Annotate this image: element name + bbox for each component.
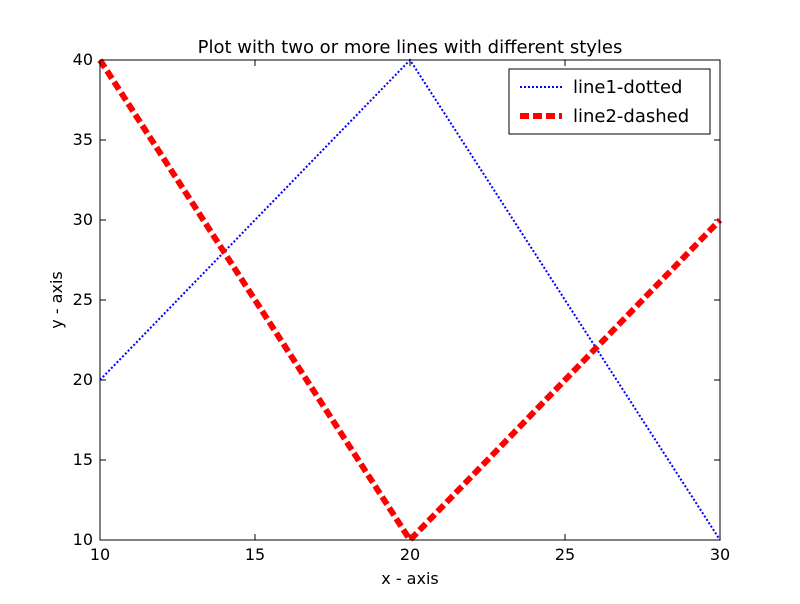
y-tick-label: 20 — [73, 370, 93, 389]
x-tick-label: 15 — [245, 545, 265, 564]
y-tick-label: 25 — [73, 290, 93, 309]
y-axis-label: y - axis — [47, 271, 66, 328]
y-tick-label: 10 — [73, 530, 93, 549]
plot-frame — [99, 59, 721, 541]
x-axis-label: x - axis — [381, 569, 438, 588]
x-tick-label: 20 — [400, 545, 420, 564]
axis-ticks: 10 15 20 25 30 10 15 20 25 30 35 40 — [73, 50, 731, 564]
x-tick-label: 10 — [90, 545, 110, 564]
x-tick-label: 25 — [555, 545, 575, 564]
y-tick-label: 30 — [73, 210, 93, 229]
legend: line1-dotted line2-dashed — [508, 68, 711, 135]
x-tick-label: 30 — [710, 545, 730, 564]
y-tick-label: 35 — [73, 130, 93, 149]
legend-label: line1-dotted — [573, 77, 683, 98]
chart-title: Plot with two or more lines with differe… — [198, 37, 623, 58]
legend-box — [508, 68, 711, 135]
y-tick-label: 40 — [73, 50, 93, 69]
y-tick-label: 15 — [73, 450, 93, 469]
series-line-2 — [97, 58, 723, 545]
legend-label: line2-dashed — [573, 106, 689, 127]
